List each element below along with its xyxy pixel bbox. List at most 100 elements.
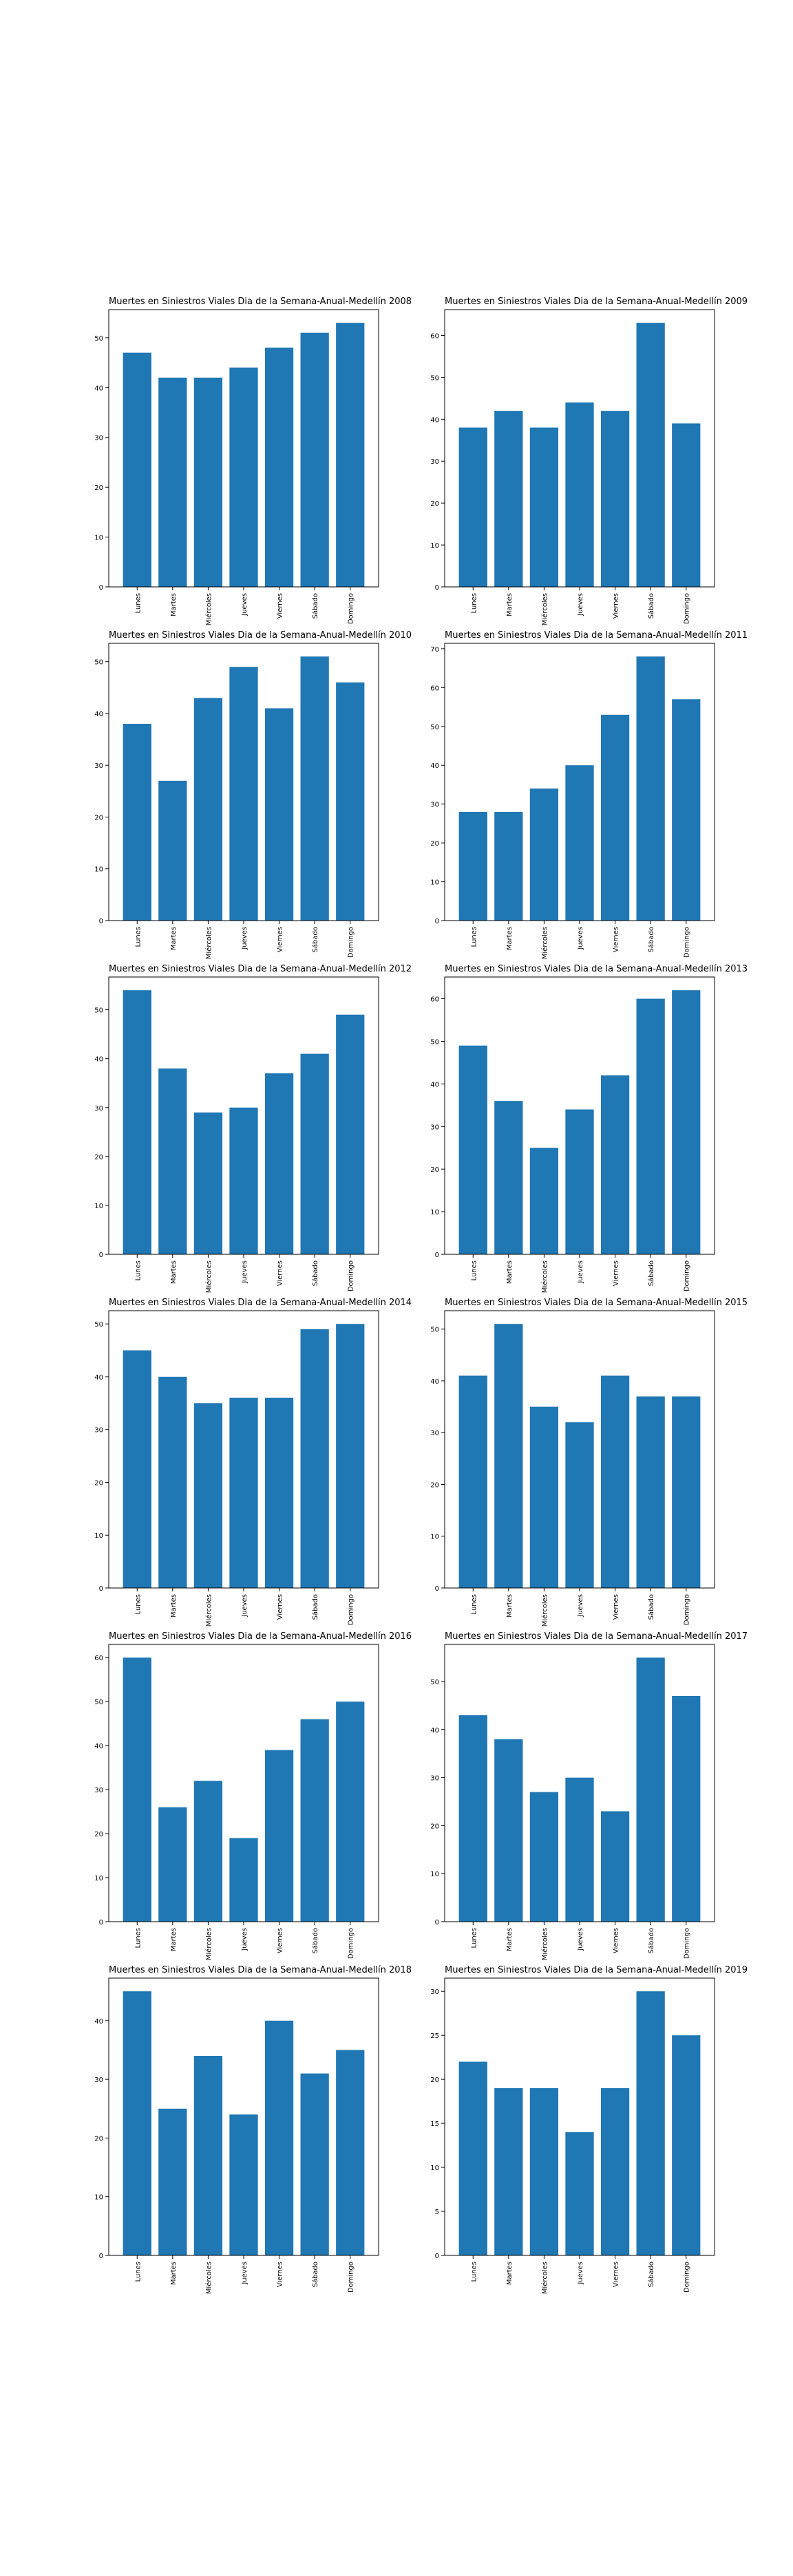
x-tick-label-jueves: Jueves <box>577 1928 584 1951</box>
y-tick-label: 20 <box>430 1166 439 1174</box>
bar-jueves <box>565 402 594 587</box>
y-tick-label: 50 <box>94 659 103 667</box>
x-tick-label-domingo: Domingo <box>348 593 355 624</box>
bar-domingo <box>672 1396 701 1588</box>
bar-lunes <box>458 2061 487 2255</box>
y-tick-label: 20 <box>94 1479 103 1487</box>
y-tick-label: 60 <box>94 1655 103 1662</box>
x-tick-label-martes: Martes <box>506 1260 514 1284</box>
y-tick-label: 50 <box>430 1327 439 1334</box>
bar-martes <box>158 1068 187 1254</box>
x-tick-label-martes: Martes <box>170 1594 178 1618</box>
chart-title: Muertes en Siniestros Viales Dia de la S… <box>445 1298 748 1308</box>
bar-miércoles <box>193 2056 223 2255</box>
bar-martes <box>158 780 187 921</box>
x-tick-label-sábado: Sábado <box>311 1260 319 1286</box>
x-tick-label-sábado: Sábado <box>647 927 655 952</box>
x-tick-label-viernes: Viernes <box>277 1928 284 1953</box>
chart-title: Muertes en Siniestros Viales Dia de la S… <box>445 630 748 641</box>
bar-martes <box>494 1739 523 1922</box>
bar-viernes <box>264 708 294 921</box>
y-tick-label: 5 <box>435 2209 439 2216</box>
y-tick-label: 40 <box>94 711 103 718</box>
bar-sábado <box>636 1991 665 2255</box>
x-tick-label-lunes: Lunes <box>134 2262 142 2282</box>
x-tick-label-jueves: Jueves <box>241 927 249 950</box>
x-tick-label-jueves: Jueves <box>577 593 584 616</box>
y-tick-label: 0 <box>99 1919 103 1926</box>
bar-sábado <box>300 332 329 587</box>
bar-jueves <box>565 1777 594 1922</box>
y-tick-label: 25 <box>430 2032 439 2040</box>
chart-title: Muertes en Siniestros Viales Dia de la S… <box>109 964 412 974</box>
x-tick-label-miércoles: Miércoles <box>540 1594 549 1627</box>
y-tick-label: 20 <box>430 1823 439 1830</box>
y-tick-label: 30 <box>94 1787 103 1794</box>
x-tick-label-domingo: Domingo <box>684 593 691 624</box>
y-tick-label: 40 <box>94 1743 103 1750</box>
bar-miércoles <box>529 1792 559 1922</box>
bar-jueves <box>565 765 594 921</box>
y-tick-label: 0 <box>435 1585 439 1593</box>
bar-sábado <box>636 998 665 1254</box>
bar-lunes <box>123 724 151 921</box>
x-tick-label-jueves: Jueves <box>241 1260 249 1284</box>
bar-lunes <box>458 427 487 587</box>
x-tick-label-domingo: Domingo <box>348 927 355 958</box>
bar-sábado <box>300 2073 329 2255</box>
x-tick-label-sábado: Sábado <box>647 593 655 619</box>
bar-miércoles <box>529 1406 559 1588</box>
bar-miércoles <box>529 427 559 587</box>
bar-domingo <box>336 1014 365 1254</box>
bar-domingo <box>336 1324 365 1588</box>
chart-title: Muertes en Siniestros Viales Dia de la S… <box>445 297 748 307</box>
x-tick-label-domingo: Domingo <box>684 2262 691 2293</box>
chart-title: Muertes en Siniestros Viales Dia de la S… <box>445 1965 748 1975</box>
bar-domingo <box>336 2050 365 2255</box>
y-tick-label: 20 <box>430 840 439 848</box>
y-tick-label: 60 <box>430 996 439 1004</box>
y-tick-label: 10 <box>94 2194 103 2202</box>
chart-title: Muertes en Siniestros Viales Dia de la S… <box>109 630 412 641</box>
x-tick-label-viernes: Viernes <box>613 593 620 619</box>
x-tick-label-viernes: Viernes <box>277 593 284 619</box>
y-tick-label: 10 <box>430 542 439 550</box>
x-tick-label-lunes: Lunes <box>470 2262 478 2282</box>
y-tick-label: 0 <box>435 1919 439 1926</box>
y-tick-label: 40 <box>430 1727 439 1735</box>
y-tick-label: 30 <box>94 762 103 770</box>
x-tick-label-viernes: Viernes <box>277 2262 284 2287</box>
y-tick-label: 50 <box>94 335 103 343</box>
x-tick-label-martes: Martes <box>170 1260 178 1284</box>
chart-title: Muertes en Siniestros Viales Dia de la S… <box>445 1631 748 1642</box>
bar-domingo <box>336 682 365 921</box>
y-tick-label: 10 <box>94 535 103 542</box>
bar-martes <box>158 1807 187 1922</box>
y-tick-label: 50 <box>430 1038 439 1046</box>
y-tick-label: 10 <box>94 1875 103 1882</box>
bar-viernes <box>264 1397 294 1588</box>
x-tick-label-miércoles: Miércoles <box>540 927 549 959</box>
x-tick-label-jueves: Jueves <box>577 2262 584 2285</box>
bar-chart-2: Muertes en Siniestros Viales Dia de la S… <box>94 630 412 959</box>
y-tick-label: 60 <box>430 685 439 692</box>
bar-viernes <box>264 2020 294 2255</box>
y-tick-label: 30 <box>430 802 439 809</box>
x-tick-label-sábado: Sábado <box>311 927 319 952</box>
chart-title: Muertes en Siniestros Viales Dia de la S… <box>109 1298 412 1308</box>
y-tick-label: 0 <box>435 584 439 592</box>
x-tick-label-sábado: Sábado <box>311 1928 319 1953</box>
y-tick-label: 20 <box>430 2076 439 2084</box>
y-tick-label: 50 <box>94 1007 103 1015</box>
y-tick-label: 30 <box>94 1427 103 1435</box>
bar-martes <box>494 1101 523 1254</box>
bar-chart-10: Muertes en Siniestros Viales Dia de la S… <box>94 1965 412 2294</box>
bar-miércoles <box>193 1781 223 1922</box>
x-tick-label-viernes: Viernes <box>277 1594 284 1620</box>
y-tick-label: 0 <box>99 584 103 592</box>
y-tick-label: 30 <box>94 2076 103 2084</box>
x-tick-label-lunes: Lunes <box>134 1594 142 1614</box>
x-tick-label-lunes: Lunes <box>470 1928 478 1948</box>
x-tick-label-viernes: Viernes <box>613 2262 620 2287</box>
